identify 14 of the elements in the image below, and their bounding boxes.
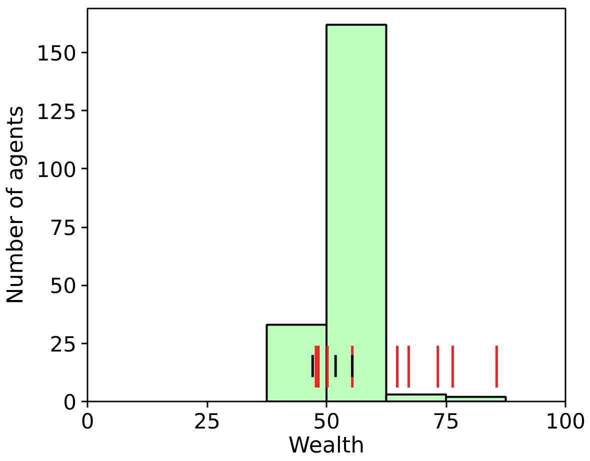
y-tick-label: 125 [36, 100, 77, 124]
y-tick-label: 25 [50, 332, 77, 356]
x-tick-label: 100 [545, 410, 586, 434]
x-tick-label: 25 [194, 410, 220, 434]
y-tick-label: 50 [50, 274, 77, 298]
x-tick-label: 50 [313, 410, 340, 434]
y-tick-label: 75 [50, 216, 77, 240]
x-tick-label: 75 [432, 410, 460, 434]
x-tick-label: 0 [80, 410, 94, 434]
y-axis-title: Number of agents [3, 106, 28, 304]
y-tick-label: 100 [36, 158, 77, 182]
y-tick-label: 0 [63, 390, 77, 414]
y-tick-label: 150 [36, 42, 77, 66]
x-axis-title: Wealth [288, 434, 365, 458]
